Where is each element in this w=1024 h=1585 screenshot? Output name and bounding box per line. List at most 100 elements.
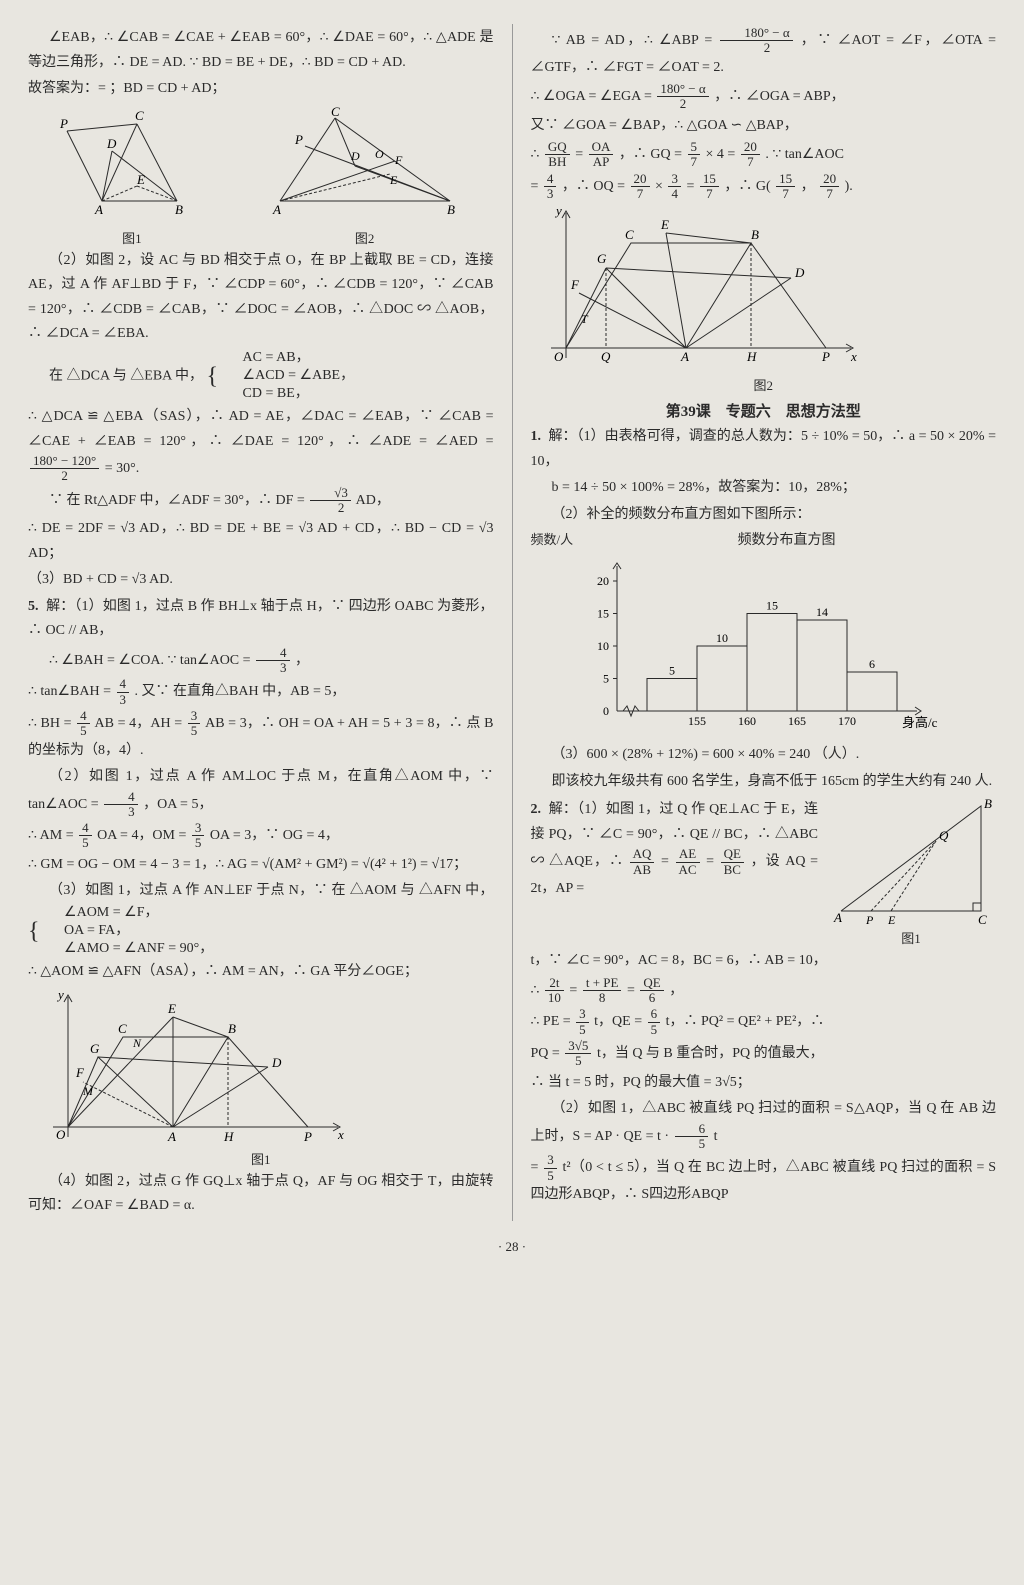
svg-text:O: O <box>375 147 384 161</box>
text-block: 即该校九年级共有 600 名学生，身高不低于 165cm 的学生大约有 240 … <box>531 770 997 795</box>
text-block: 又∵ ∠GOA = ∠BAP，∴ △GOA ∽ △BAP， <box>531 114 997 139</box>
text-block: ∵ AB = AD，∴ ∠ABP = 180° − α2 ，∵ ∠AOT = ∠… <box>531 26 997 80</box>
y-axis-label: 频数/人 <box>531 529 574 548</box>
text-block: b = 14 ÷ 50 × 100% = 28%，故答案为：10，28%； <box>531 476 997 501</box>
text: ∴ ∠OGA = ∠EGA = <box>531 89 656 104</box>
svg-text:C: C <box>118 1021 127 1036</box>
text-block: ∴ GQBH = OAAP ，∴ GQ = 57 × 4 = 207 . ∵ t… <box>531 140 997 170</box>
text: = <box>706 854 718 869</box>
text-block: 1. 解：（1）由表格可得，调查的总人数为：5 ÷ 10% = 50，∴ a =… <box>531 425 997 474</box>
svg-text:D: D <box>106 136 117 151</box>
fraction: 207 <box>741 140 760 170</box>
svg-text:y: y <box>554 203 562 218</box>
svg-text:A: A <box>833 910 842 925</box>
fraction: 3√55 <box>565 1039 591 1069</box>
svg-text:20: 20 <box>597 574 609 588</box>
svg-text:C: C <box>625 227 634 242</box>
text: ∵ AB = AD，∴ ∠ABP = <box>552 33 719 48</box>
left-column: ∠EAB，∴ ∠CAB = ∠CAE + ∠EAB = 60°，∴ ∠DAE =… <box>28 24 494 1221</box>
text: ∠ACD = ∠ABE， <box>222 367 355 385</box>
svg-text:F: F <box>394 153 403 167</box>
fraction: 45 <box>79 821 92 851</box>
text: （2）如图 1，△ABC 被直线 PQ 扫过的面积 = S△AQP，当 Q 在 … <box>531 1101 997 1144</box>
svg-text:A: A <box>94 202 103 217</box>
svg-text:155: 155 <box>688 714 706 728</box>
text: = <box>627 983 638 998</box>
text-block: 在 △DCA 与 △EBA 中， { AC = AB， ∠ACD = ∠ABE，… <box>28 349 494 404</box>
svg-text:E: E <box>167 1001 176 1016</box>
text: ， <box>295 653 309 668</box>
fraction: 65 <box>675 1122 709 1152</box>
svg-text:Q: Q <box>601 349 611 364</box>
text: ∴ tan∠BAH = <box>28 684 115 699</box>
text: = <box>575 147 586 162</box>
text-block: ∴ △AOM ≌ △AFN（ASA），∴ AM = AN，∴ GA 平分∠OGE… <box>28 960 494 985</box>
svg-text:B: B <box>447 202 455 217</box>
text-block: ∴ 2t10 = t + PE8 = QE6 ， <box>531 976 997 1006</box>
text: ， <box>669 983 683 998</box>
text: = 30°. <box>105 461 140 476</box>
text: ∠AMO = ∠ANF = 90°， <box>43 940 213 958</box>
text-block: （3）如图 1，过点 A 作 AN⊥EF 于点 N，∵ 在 △AOM 与 △AF… <box>28 879 494 958</box>
svg-text:H: H <box>223 1129 234 1144</box>
svg-text:D: D <box>271 1055 282 1070</box>
section-title: 第39课 专题六 思想方法型 <box>531 400 997 421</box>
text: . 又∵ 在直角△BAH 中，AB = 5， <box>135 684 346 699</box>
text: = <box>686 179 697 194</box>
text-block: ∴ DE = 2DF = √3 AD，∴ BD = DE + BE = √3 A… <box>28 517 494 566</box>
svg-text:x: x <box>337 1127 344 1142</box>
svg-text:A: A <box>167 1129 176 1144</box>
text: t <box>714 1129 718 1144</box>
brace-icon: { <box>28 918 40 944</box>
text-block: ∵ 在 Rt△ADF 中，∠ADF = 30°，∴ DF = √32 AD， <box>28 486 494 516</box>
coordinate-figure: y x O C E B G F T D Q A H P <box>531 203 861 373</box>
svg-text:5: 5 <box>669 664 675 678</box>
fraction: 157 <box>776 172 795 202</box>
text: t，∴ PQ² = QE² + PE²，∴ <box>666 1014 825 1029</box>
text: 在 △DCA 与 △EBA 中， <box>49 368 203 383</box>
text: ∴ PE = <box>531 1014 575 1029</box>
page-number: · 28 · <box>28 1239 996 1255</box>
svg-text:P: P <box>59 116 68 131</box>
svg-text:M: M <box>82 1084 94 1098</box>
svg-text:P: P <box>865 913 874 926</box>
svg-text:14: 14 <box>816 605 828 619</box>
svg-text:165: 165 <box>788 714 806 728</box>
text: ∠AOM = ∠F， <box>43 904 213 922</box>
figure-right-triangle: A P E C B Q 图1 <box>826 796 996 947</box>
text: t，当 Q 与 B 重合时，PQ 的值最大， <box>597 1046 824 1061</box>
text-block: （2）如图 2，设 AC 与 BD 相交于点 O，在 BP 上截取 BE = C… <box>28 249 494 347</box>
histogram-title: 频数分布直方图 <box>577 529 996 549</box>
fraction: 180° − α2 <box>657 82 708 112</box>
figure-caption: 图1 <box>57 228 207 247</box>
question-number: 5. <box>28 599 39 614</box>
text: ，∴ G( <box>724 179 774 194</box>
svg-text:H: H <box>746 349 757 364</box>
text: ∵ 在 Rt△ADF 中，∠ADF = 30°，∴ DF = <box>49 493 308 508</box>
svg-text:B: B <box>751 227 759 242</box>
fraction: QEBC <box>721 847 744 877</box>
fraction: √32 <box>310 486 351 516</box>
text: ∴ AM = <box>28 828 77 843</box>
figure-caption: 图2 <box>531 375 997 394</box>
svg-text:C: C <box>135 108 144 123</box>
fraction: 180° − α2 <box>720 26 792 56</box>
coordinate-figure: y x O C E B G F M N D A H P <box>28 987 348 1147</box>
text: AC = AB， <box>222 349 355 367</box>
fraction: OAAP <box>589 140 614 170</box>
text: ，∴ OQ = <box>562 179 629 194</box>
fraction: 43 <box>117 677 130 707</box>
text: t²（0 < t ≤ 5），当 Q 在 BC 边上时，△ABC 被直线 PQ 扫… <box>531 1160 997 1202</box>
text: OA = FA， <box>43 922 213 940</box>
figure-row: P D C A E B 图1 <box>28 106 494 247</box>
figure-right-2: y x O C E B G F T D Q A H P 图2 <box>531 203 997 394</box>
svg-text:E: E <box>660 217 669 232</box>
histogram: 频数/人 频数分布直方图 510152005101514615516016517… <box>531 529 997 741</box>
text-block: ∴ ∠OGA = ∠EGA = 180° − α2 ，∴ ∠OGA = ABP， <box>531 82 997 112</box>
figure-1: P D C A E B 图1 <box>57 106 207 247</box>
svg-text:B: B <box>984 796 992 811</box>
text-block: （2）如图 1，过点 A 作 AM⊥OC 于点 M，在直角△AOM 中，∵ ta… <box>28 765 494 819</box>
svg-text:0: 0 <box>603 704 609 718</box>
histogram-chart: 5101520051015146155160165170身高/cm <box>577 551 937 741</box>
text-block: t，∵ ∠C = 90°，AC = 8，BC = 6，∴ AB = 10， <box>531 949 997 974</box>
